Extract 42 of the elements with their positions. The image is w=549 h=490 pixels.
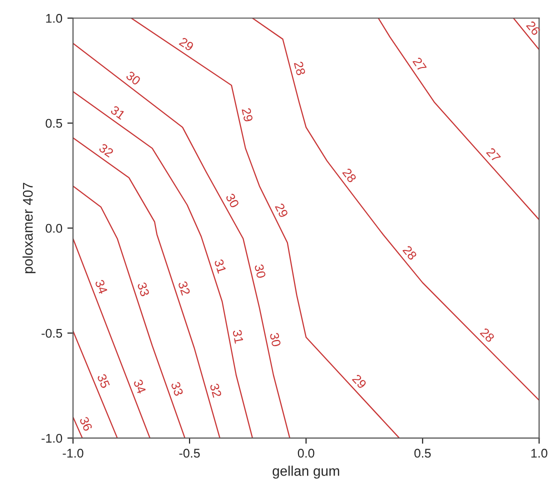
x-tick-label: 0.0 — [298, 448, 314, 458]
text: 30 — [225, 192, 240, 208]
text: 31 — [214, 258, 226, 274]
text: 32 — [210, 383, 222, 398]
text: 26 — [526, 20, 541, 36]
x-tick-label: 1.0 — [531, 448, 548, 458]
y-tick-label: 0.0 — [46, 224, 62, 233]
line-series — [252, 18, 540, 401]
text: 35 — [96, 373, 110, 389]
text: 33 — [170, 381, 184, 396]
text: 33 — [137, 282, 150, 297]
text: 32 — [178, 280, 190, 296]
text: 36 — [79, 416, 93, 432]
text: 28 — [342, 168, 357, 184]
text: 28 — [402, 245, 418, 261]
y-tick-label: 1.0 — [46, 14, 62, 23]
text: 29 — [352, 374, 367, 390]
line-series — [378, 18, 540, 220]
text: 32 — [98, 143, 114, 158]
text: 34 — [94, 279, 108, 294]
y-tick-label: -1.0 — [42, 434, 62, 443]
y-tick-label: 0.5 — [46, 118, 62, 128]
text: 28 — [294, 61, 306, 76]
text: 34 — [133, 378, 146, 394]
text: 30 — [254, 264, 266, 278]
x-tick-label: 0.5 — [414, 448, 431, 458]
text: 29 — [242, 108, 254, 122]
y-axis-title: poloxamer 407 — [22, 182, 36, 274]
text: 27 — [486, 147, 501, 162]
line-series — [73, 91, 254, 438]
text: 28 — [480, 327, 495, 343]
x-axis-title: gellan gum — [272, 466, 340, 479]
text: 30 — [270, 332, 281, 347]
text: 30 — [125, 70, 142, 86]
y-tick-label: -0.5 — [42, 328, 62, 338]
text: 29 — [274, 202, 288, 218]
x-tick-label: -0.5 — [179, 448, 200, 458]
text: 27 — [412, 56, 427, 72]
text: 31 — [110, 105, 126, 120]
x-tick-label: -1.0 — [62, 448, 84, 458]
text: 29 — [178, 36, 194, 52]
text: 31 — [232, 329, 244, 344]
